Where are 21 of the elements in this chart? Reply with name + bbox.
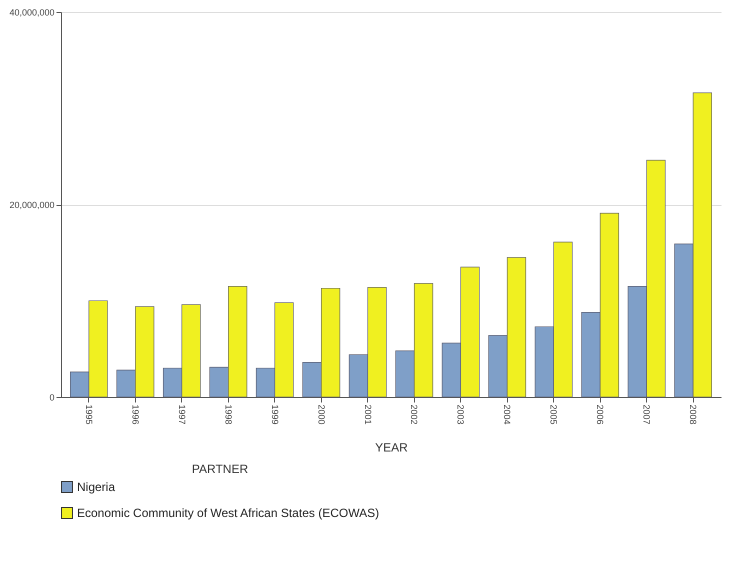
x-tick-label: 1996 <box>130 404 140 425</box>
x-tick-label: 2006 <box>595 404 606 425</box>
x-tick-label: 1995 <box>84 404 94 425</box>
y-tick-label: 40,000,000 <box>9 8 54 18</box>
x-tick-label: 2007 <box>642 404 652 425</box>
x-tick-label: 1998 <box>223 404 234 425</box>
x-tick-label: 2008 <box>688 404 698 425</box>
legend-label: Nigeria <box>77 480 116 494</box>
x-tick-label: 2000 <box>316 404 326 425</box>
legend-title: PARTNER <box>192 462 248 476</box>
x-tick-label: 1997 <box>176 404 187 425</box>
legend-label: Economic Community of West African States (ECOWAS) <box>77 506 380 520</box>
x-tick-label: 2002 <box>409 404 420 425</box>
x-tick-label: 2005 <box>548 404 559 425</box>
x-tick-label: 2003 <box>456 404 466 425</box>
x-tick-label: 2001 <box>362 404 373 425</box>
x-tick-label: 1999 <box>270 404 280 425</box>
x-axis-title: YEAR <box>375 440 408 455</box>
y-tick-label: 20,000,000 <box>9 200 54 210</box>
y-tick-label: 0 <box>49 392 54 402</box>
x-tick-label: 2004 <box>502 404 512 425</box>
